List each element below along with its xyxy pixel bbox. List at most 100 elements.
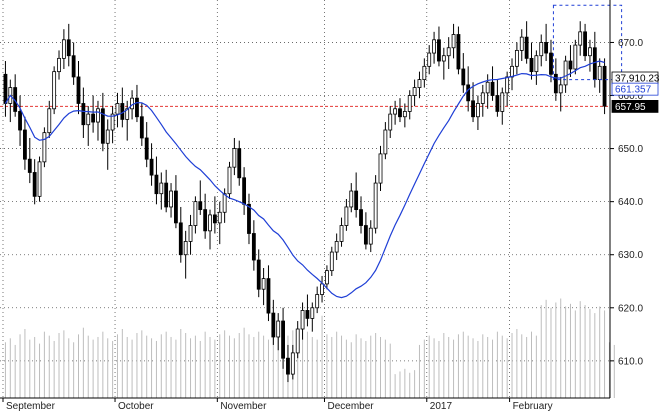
x-tick-label: October	[118, 401, 154, 412]
candle-down	[359, 209, 363, 226]
candle-up	[42, 132, 47, 163]
candle-down	[592, 47, 597, 80]
candle-up	[539, 42, 544, 57]
candle-down	[203, 209, 208, 232]
candle-up	[446, 47, 451, 57]
candle-down	[212, 214, 217, 224]
candle-up	[451, 34, 456, 49]
x-tick-label: 2017	[430, 401, 453, 412]
x-axis: September October November December 2017 Febr…	[2, 398, 553, 412]
candle-up	[96, 108, 100, 123]
x-tick-label: November	[220, 401, 267, 412]
candle-down	[149, 158, 154, 176]
candle-down	[251, 233, 256, 261]
candle-up	[427, 52, 432, 67]
candle-down	[461, 68, 466, 86]
candle-down	[553, 73, 558, 94]
candle-down	[398, 108, 402, 118]
y-tick-label: 660.0	[618, 91, 643, 102]
candle-down	[198, 201, 203, 211]
y-axis: 610.0 620.0 630.0 640.0 650.0 660.0 670.0	[610, 38, 643, 367]
candle-up	[86, 113, 91, 126]
candle-up	[105, 129, 110, 144]
candle-up	[573, 44, 578, 70]
candle-up	[61, 39, 66, 59]
candle-up	[339, 225, 344, 242]
candle-down	[583, 31, 587, 57]
candle-up	[261, 278, 266, 290]
candle-up	[485, 81, 490, 94]
candle-up	[208, 214, 212, 232]
candle-up	[188, 225, 193, 242]
candle-down	[286, 357, 290, 375]
candle-down	[3, 73, 8, 104]
candle-up	[47, 108, 52, 134]
candle-up	[320, 283, 324, 295]
candle-up	[514, 50, 519, 67]
candle-up	[315, 294, 320, 309]
candle-up	[232, 148, 237, 168]
candle-down	[495, 95, 500, 112]
candle-up	[417, 79, 422, 88]
candle-down	[524, 36, 529, 59]
candle-up	[534, 55, 539, 73]
candle-down	[139, 116, 144, 139]
y-tick-label: 630.0	[618, 250, 643, 261]
candle-down	[354, 190, 359, 211]
price-tag-label: 657.95	[615, 102, 646, 113]
candle-down	[81, 103, 86, 126]
candle-up	[505, 76, 510, 94]
candle-down	[466, 84, 471, 102]
selection-box[interactable]	[552, 4, 623, 81]
candle-up	[110, 113, 115, 131]
grid-lines	[0, 0, 610, 398]
candle-up	[344, 206, 349, 226]
candle-up	[407, 95, 412, 112]
candle-down	[27, 158, 32, 173]
candle-up	[52, 71, 57, 110]
candle-up	[480, 92, 485, 104]
candle-down	[602, 65, 607, 107]
candle-up	[519, 36, 524, 51]
candle-up	[500, 92, 505, 112]
candle-down	[363, 225, 368, 245]
candle-up	[193, 201, 198, 226]
candle-down	[154, 174, 159, 195]
candle-up	[422, 65, 427, 81]
candle-down	[164, 182, 169, 208]
candle-up	[300, 310, 305, 330]
candle-down	[100, 108, 105, 144]
candle-down	[529, 57, 534, 73]
candle-down	[135, 97, 139, 118]
candle-up	[349, 190, 354, 208]
candle-up	[334, 241, 339, 253]
candle-up	[159, 182, 164, 195]
candle-up	[373, 182, 378, 229]
candle-down	[568, 60, 573, 70]
candle-up	[310, 307, 315, 319]
price-tag-label: 37,910.23	[615, 74, 660, 85]
candle-down	[178, 222, 183, 256]
candle-up	[588, 47, 592, 57]
candle-down	[32, 172, 37, 197]
y-tick-label: 650.0	[618, 144, 643, 155]
candle-down	[247, 203, 251, 234]
candle-down	[18, 111, 22, 131]
y-tick-label: 610.0	[618, 356, 643, 367]
candle-down	[544, 42, 549, 54]
y-tick-label: 640.0	[618, 197, 643, 208]
candle-up	[295, 328, 300, 354]
candle-down	[242, 177, 247, 205]
candle-up	[476, 103, 480, 118]
candle-up	[115, 103, 120, 115]
candle-up	[276, 320, 281, 338]
candle-up	[402, 111, 407, 118]
candle-up	[558, 84, 563, 94]
y-tick-label: 670.0	[618, 38, 643, 49]
candle-down	[271, 312, 276, 338]
candle-up	[383, 129, 388, 155]
candle-up	[432, 39, 436, 54]
candle-up	[510, 65, 514, 78]
candle-up	[130, 97, 134, 110]
volume-bars	[4, 298, 615, 398]
